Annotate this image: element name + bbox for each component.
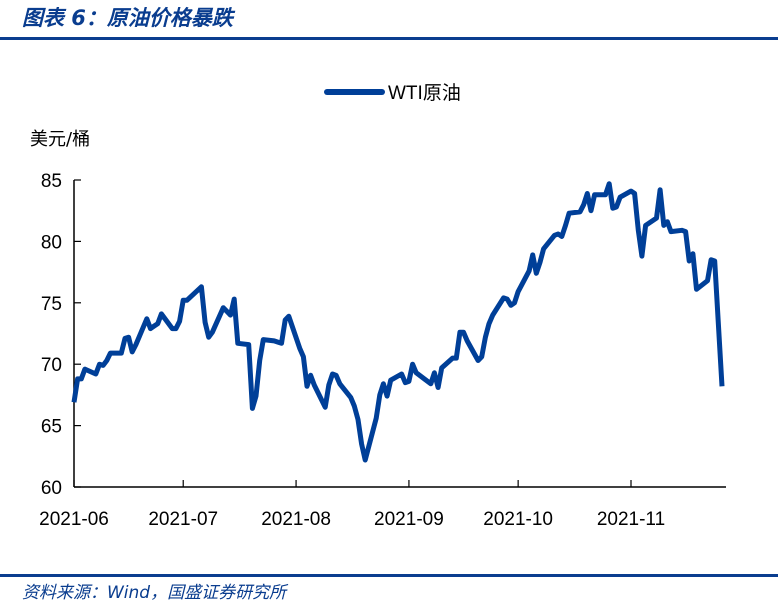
legend: WTI原油 xyxy=(324,82,461,104)
y-tick-label: 70 xyxy=(41,355,62,376)
series-line-wti xyxy=(71,181,725,463)
x-tick-label: 2021-09 xyxy=(374,509,444,530)
y-tick-label: 60 xyxy=(41,478,62,499)
y-tick-label: 80 xyxy=(41,232,62,253)
x-tick-label: 2021-07 xyxy=(148,509,218,530)
y-tick-label: 85 xyxy=(41,171,62,192)
footer-rule xyxy=(0,574,778,577)
x-tick-label: 2021-08 xyxy=(261,509,331,530)
source-note: 资料来源：Wind，国盛证券研究所 xyxy=(22,583,287,603)
x-tick-label: 2021-06 xyxy=(39,509,109,530)
x-tick-label: 2021-11 xyxy=(597,509,665,530)
figure-title: 图表 6：原油价格暴跌 xyxy=(22,6,233,30)
y-tick-label: 65 xyxy=(41,417,62,438)
y-axis-label: 美元/桶 xyxy=(30,129,90,150)
x-tick-label: 2021-10 xyxy=(483,509,553,530)
y-tick-label: 75 xyxy=(41,294,62,315)
title-rule xyxy=(0,37,778,40)
legend-label: WTI原油 xyxy=(388,82,461,104)
